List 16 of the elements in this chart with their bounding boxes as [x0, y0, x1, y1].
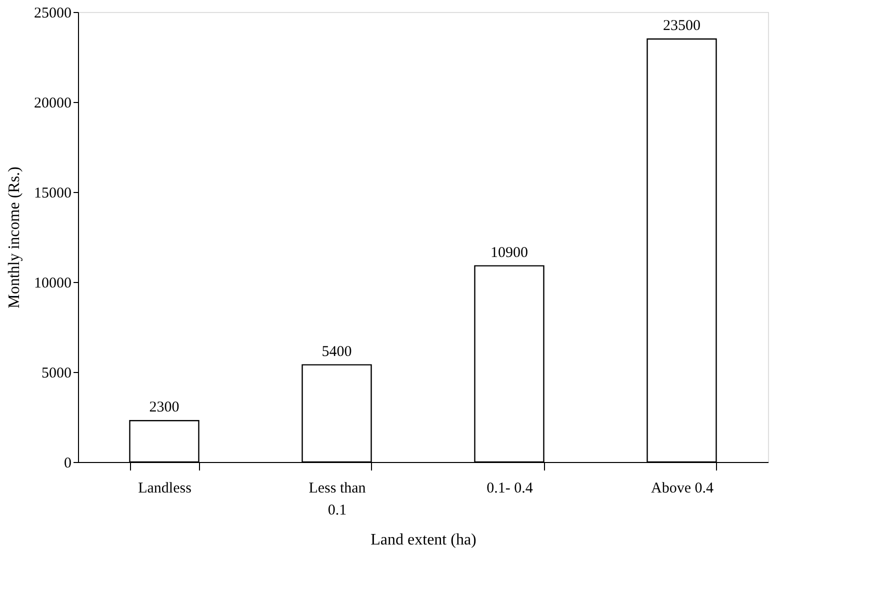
- y-tick-label: 15000: [34, 186, 72, 202]
- x-tick-label: Above 0.4: [651, 480, 714, 496]
- x-axis-title: Land extent (ha): [370, 532, 476, 548]
- y-axis-title: Monthly income (Rs.): [6, 166, 23, 308]
- x-tick-label: Less than 0.1: [308, 480, 366, 518]
- data-label: 2300: [149, 400, 180, 416]
- data-label: 5400: [322, 344, 352, 360]
- y-tick-label: 20000: [34, 96, 72, 112]
- data-label: 23500: [663, 18, 700, 34]
- y-tick-label: 5000: [42, 366, 72, 382]
- y-tick-label: 25000: [34, 6, 72, 22]
- x-tick-label: 0.1- 0.4: [486, 480, 534, 496]
- x-tick-label: Landless: [138, 480, 192, 496]
- data-label: 10900: [490, 244, 528, 261]
- y-tick-label: 10000: [34, 276, 72, 292]
- y-tick-label: 0: [64, 456, 72, 472]
